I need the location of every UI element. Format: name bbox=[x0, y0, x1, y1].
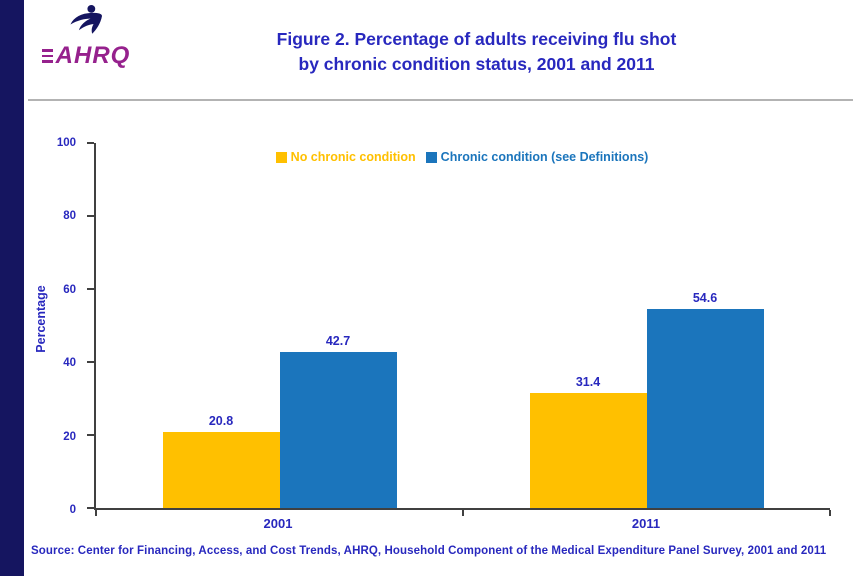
x-axis-labels: 2001 2011 bbox=[94, 516, 830, 531]
bar bbox=[529, 393, 647, 508]
bar-wrap: 54.6 bbox=[646, 143, 764, 508]
source-note: Source: Center for Financing, Access, an… bbox=[31, 545, 827, 557]
y-tick-mark bbox=[87, 361, 94, 363]
y-tick-label: 20 bbox=[63, 430, 76, 443]
y-tick-mark bbox=[87, 288, 94, 290]
bar-wrap: 31.4 bbox=[529, 143, 647, 508]
bar bbox=[279, 352, 397, 508]
page-title: Figure 2. Percentage of adults receiving… bbox=[150, 27, 803, 76]
y-tick-mark bbox=[87, 215, 94, 217]
page-title-line2: by chronic condition status, 2001 and 20… bbox=[298, 53, 655, 74]
bar-wrap: 42.7 bbox=[279, 143, 397, 508]
left-edge-stripe bbox=[0, 0, 24, 576]
bar-value-label: 20.8 bbox=[208, 414, 234, 429]
x-tick-mark bbox=[462, 510, 464, 516]
bar bbox=[162, 432, 280, 508]
y-axis: 0 20 40 60 80 100 bbox=[44, 137, 86, 516]
ahrq-wordmark: AHRQ bbox=[55, 42, 131, 69]
bar-value-label: 42.7 bbox=[325, 334, 351, 349]
y-tick-label: 80 bbox=[63, 210, 76, 223]
x-axis-category-label: 2001 bbox=[263, 516, 293, 531]
ahrq-wordmark-row: AHRQ bbox=[41, 42, 131, 70]
hhs-eagle-icon bbox=[68, 4, 104, 41]
legend-swatch bbox=[275, 151, 287, 163]
legend-label: Chronic condition (see Definitions) bbox=[440, 150, 649, 164]
speed-lines-icon bbox=[41, 49, 53, 63]
legend-swatch bbox=[425, 151, 437, 163]
y-tick-mark bbox=[87, 434, 94, 436]
x-tick-mark bbox=[95, 510, 97, 516]
bar-group: 31.4 54.6 bbox=[463, 143, 830, 508]
plot-area: 20.8 42.7 31.4 54.6 bbox=[87, 142, 831, 516]
header-divider bbox=[28, 99, 853, 101]
y-tick-mark bbox=[87, 507, 94, 509]
bar-value-label: 54.6 bbox=[692, 290, 718, 305]
bar-groups: 20.8 42.7 31.4 54.6 bbox=[96, 143, 830, 508]
y-tick-label: 60 bbox=[63, 283, 76, 296]
legend: No chronic condition Chronic condition (s… bbox=[94, 150, 830, 164]
legend-label: No chronic condition bbox=[290, 150, 416, 164]
y-tick-label: 40 bbox=[63, 357, 76, 370]
ahrq-logo: AHRQ bbox=[36, 4, 136, 70]
y-tick-label: 100 bbox=[56, 137, 76, 149]
legend-item: No chronic condition bbox=[275, 150, 416, 164]
legend-item: Chronic condition (see Definitions) bbox=[425, 150, 649, 164]
page-title-line1: Figure 2. Percentage of adults receiving… bbox=[276, 29, 677, 49]
bar-group: 20.8 42.7 bbox=[96, 143, 463, 508]
bar bbox=[646, 308, 764, 508]
bar-wrap: 20.8 bbox=[162, 143, 280, 508]
y-tick-label: 0 bbox=[69, 504, 76, 516]
bar-value-label: 31.4 bbox=[575, 375, 601, 390]
y-tick-mark bbox=[87, 142, 94, 144]
x-tick-mark bbox=[829, 510, 831, 516]
x-axis-category-label: 2011 bbox=[631, 516, 661, 531]
